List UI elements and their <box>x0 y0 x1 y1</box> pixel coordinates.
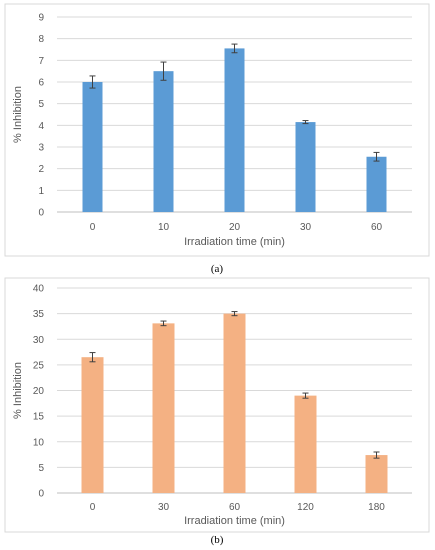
y-tick-label: 0 <box>38 489 44 500</box>
x-tick-label: 0 <box>90 502 96 513</box>
bar <box>223 313 246 493</box>
x-tick-label: 60 <box>229 502 241 513</box>
bar <box>294 395 317 493</box>
y-axis-title: % Inhibition <box>12 362 24 419</box>
y-tick-label: 25 <box>33 360 45 371</box>
chart-b-caption: (b) <box>211 534 224 546</box>
bar <box>366 156 387 212</box>
y-tick-label: 30 <box>33 335 45 346</box>
y-tick-label: 35 <box>33 309 45 320</box>
x-tick-label: 120 <box>297 502 314 513</box>
y-tick-label: 1 <box>38 186 44 197</box>
y-tick-label: 40 <box>33 284 45 295</box>
chart-b-frame <box>4 277 430 533</box>
x-tick-label: 60 <box>371 222 383 233</box>
y-tick-label: 6 <box>38 78 44 89</box>
bar <box>295 122 316 212</box>
y-tick-label: 2 <box>38 164 44 175</box>
bar <box>365 455 388 493</box>
chart-b: 0 5 10 15 20 25 30 35 40 0 30 60 120 180 Irradiation t… <box>12 284 412 527</box>
bar <box>152 323 175 493</box>
x-tick-label: 180 <box>368 502 385 513</box>
x-tick-label: 0 <box>90 222 96 233</box>
y-tick-label: 4 <box>38 121 44 132</box>
y-tick-label: 9 <box>38 13 44 24</box>
bar <box>82 82 103 212</box>
y-tick-label: 20 <box>33 386 45 397</box>
x-axis-title: Irradiation time (min) <box>184 236 285 248</box>
bar <box>153 71 174 213</box>
x-axis-title: Irradiation time (min) <box>184 515 285 527</box>
chart-a-frame <box>4 3 430 257</box>
x-tick-label: 10 <box>158 222 170 233</box>
y-tick-label: 10 <box>33 437 45 448</box>
y-tick-label: 7 <box>38 56 44 67</box>
chart-a: 0 1 2 3 4 5 6 7 8 9 0 10 20 30 60 Irradiation time (min… <box>12 13 412 248</box>
y-tick-label: 5 <box>38 99 44 110</box>
chart-a-caption: (a) <box>211 263 224 275</box>
y-tick-label: 5 <box>38 463 44 474</box>
x-tick-label: 20 <box>229 222 241 233</box>
y-tick-label: 0 <box>38 208 44 219</box>
y-axis-title: % Inhibition <box>12 86 24 143</box>
y-tick-label: 15 <box>33 412 45 423</box>
bar <box>81 357 104 493</box>
y-tick-label: 3 <box>38 143 44 154</box>
x-tick-label: 30 <box>300 222 312 233</box>
bar <box>224 48 245 212</box>
y-tick-label: 8 <box>38 34 44 45</box>
x-tick-label: 30 <box>158 502 170 513</box>
